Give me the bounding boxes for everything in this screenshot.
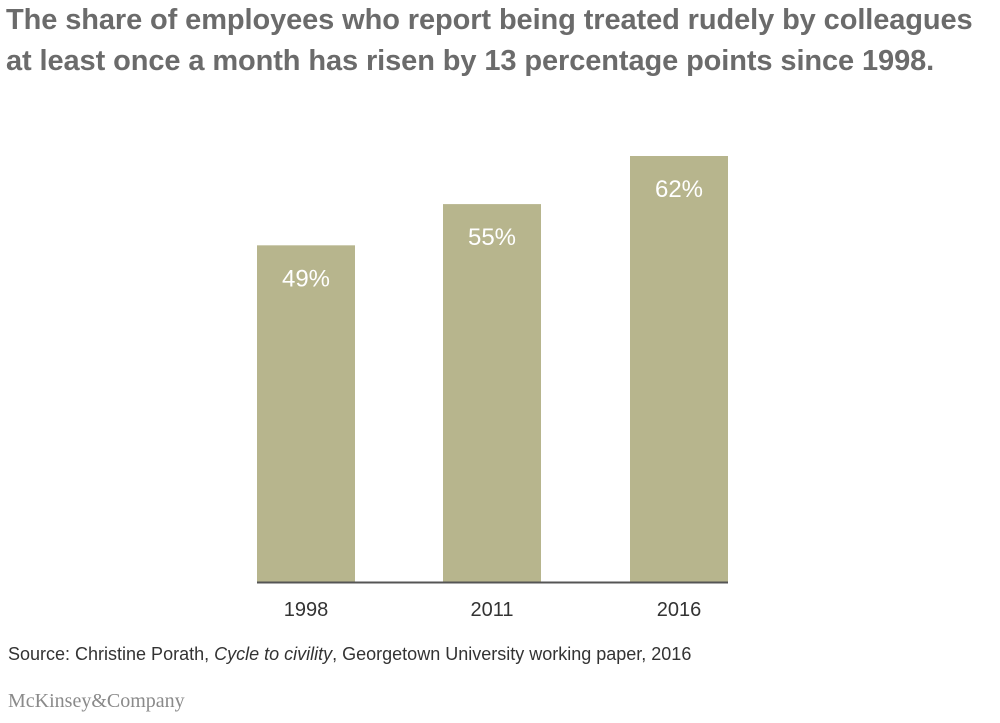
bar-2011 (443, 204, 541, 582)
source-note: Source: Christine Porath, Cycle to civil… (8, 644, 691, 665)
chart-title: The share of employees who report being … (6, 4, 973, 77)
labels-layer: 49% 1998 55% 2011 62% 2016 (282, 176, 703, 621)
source-prefix: Source: Christine Porath, (8, 644, 215, 664)
x-tick-label-2011: 2011 (470, 599, 513, 621)
bar-1998 (257, 245, 355, 583)
source-title: Cycle to civility (214, 644, 333, 664)
bars-layer (257, 156, 728, 583)
source-suffix: , Georgetown University working paper, 2… (332, 644, 692, 664)
x-tick-label-2016: 2016 (657, 599, 702, 621)
bar-value-label-1998: 49% (282, 265, 330, 292)
x-tick-label-1998: 1998 (284, 599, 329, 621)
bar-2016 (630, 156, 728, 582)
bar-value-label-2016: 62% (655, 176, 703, 203)
bar-value-label-2011: 55% (468, 224, 516, 251)
mckinsey-logo: McKinsey&Company (8, 690, 185, 712)
